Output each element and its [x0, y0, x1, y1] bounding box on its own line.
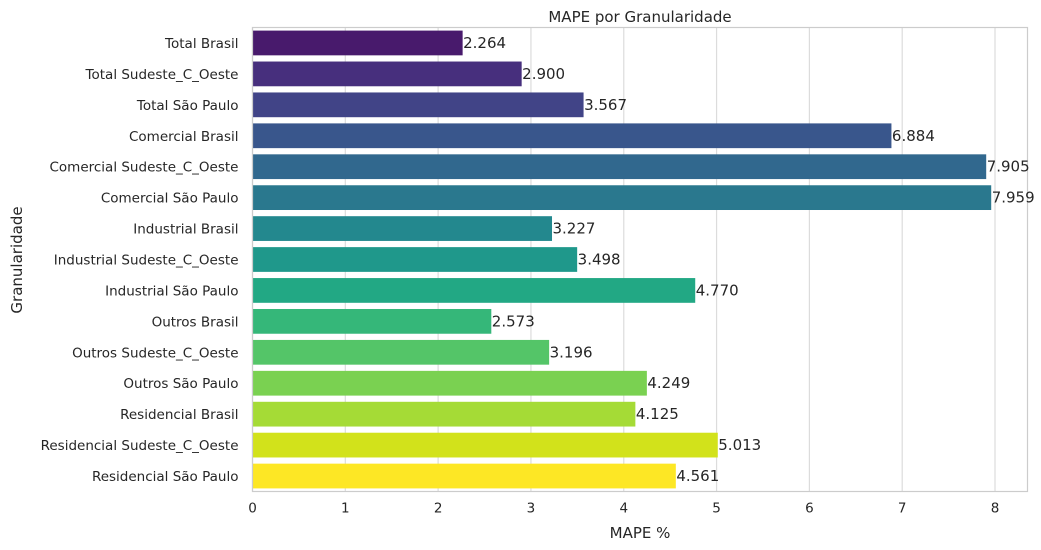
y-tick-label: Residencial São Paulo	[92, 469, 239, 485]
bar	[252, 339, 550, 365]
bar	[252, 30, 463, 56]
y-tick-label: Total Sudeste_C_Oeste	[85, 67, 239, 83]
x-tick-label: 5	[712, 501, 721, 517]
y-tick-label: Residencial Sudeste_C_Oeste	[41, 438, 239, 454]
bar-value-label: 4.770	[696, 281, 739, 299]
plot-frame	[251, 26, 1029, 493]
x-tick-label: 3	[527, 501, 536, 517]
y-tick-label: Industrial Brasil	[133, 222, 238, 238]
y-tick-labels: Total Brasil Total Sudeste_C_Oeste Total S…	[41, 36, 239, 485]
x-tick-label: 1	[341, 501, 350, 517]
bar	[252, 123, 892, 149]
data-labels: 2.264 2.900 3.567 6.884 7.905 7.959 3.227 3.498…	[463, 34, 1035, 485]
bar-value-label: 4.249	[647, 374, 690, 392]
bar-value-label: 3.196	[550, 343, 593, 361]
x-axis-label: MAPE %	[610, 524, 671, 542]
bar	[252, 154, 987, 180]
bar-value-label: 2.900	[522, 65, 565, 83]
x-tick-labels: 0 1 2 3 4 5 6 7 8	[248, 501, 999, 517]
bar	[252, 463, 676, 489]
x-tick-label: 6	[805, 501, 814, 517]
y-tick-label: Total São Paulo	[136, 98, 239, 114]
y-tick-label: Comercial Brasil	[129, 129, 239, 145]
y-tick-label: Total Brasil	[164, 36, 238, 52]
bar-value-label: 2.573	[492, 312, 535, 330]
bar-value-label: 4.125	[636, 405, 679, 423]
y-tick-label: Comercial Sudeste_C_Oeste	[49, 160, 238, 176]
y-tick-label: Comercial São Paulo	[101, 191, 239, 207]
bars	[252, 30, 992, 489]
y-tick-label: Industrial São Paulo	[105, 283, 238, 299]
bar	[252, 185, 992, 211]
bar-value-label: 3.498	[578, 251, 621, 269]
bar	[252, 216, 553, 241]
x-tick-label: 0	[248, 501, 257, 517]
bar-value-label: 6.884	[892, 127, 935, 145]
bar	[252, 370, 647, 396]
y-axis-label: Granularidade	[8, 206, 26, 313]
bar	[252, 308, 492, 334]
y-tick-label: Residencial Brasil	[120, 407, 238, 423]
x-tick-label: 7	[898, 501, 907, 517]
y-tick-label: Outros Brasil	[152, 314, 239, 330]
x-tick-label: 8	[991, 501, 1000, 517]
bar-value-label: 5.013	[718, 436, 761, 454]
bar-value-label: 3.567	[584, 96, 627, 114]
bar	[252, 92, 584, 118]
bar-value-label: 7.905	[987, 158, 1030, 176]
bar	[252, 61, 522, 87]
y-tick-label: Outros São Paulo	[123, 376, 238, 392]
y-tick-label: Industrial Sudeste_C_Oeste	[54, 253, 239, 269]
bar-value-label: 3.227	[553, 220, 596, 238]
y-tick-label: Outros Sudeste_C_Oeste	[72, 345, 238, 361]
x-tick-label: 2	[434, 501, 443, 517]
bar-value-label: 4.561	[676, 467, 719, 485]
bar	[252, 432, 718, 458]
x-tick-label: 4	[619, 501, 628, 517]
bar	[252, 247, 578, 272]
bar	[252, 278, 696, 303]
bar	[252, 401, 636, 427]
bar-value-label: 2.264	[463, 34, 506, 52]
chart-title: MAPE por Granularidade	[548, 8, 731, 26]
bar-value-label: 7.959	[992, 189, 1035, 207]
